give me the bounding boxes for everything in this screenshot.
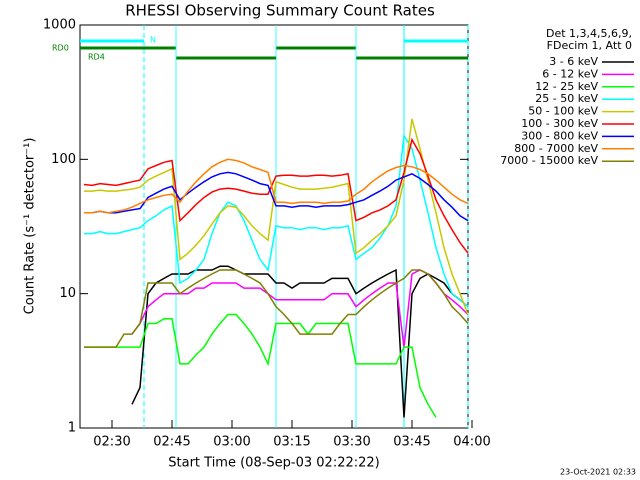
legend-title: Det 1,3,4,5,6,9,	[546, 27, 632, 40]
flag-label: RD4	[88, 53, 105, 62]
x-tick-label: 03:30	[333, 435, 370, 450]
y-tick-label: 100	[51, 152, 76, 167]
x-tick-label: 02:45	[153, 435, 190, 450]
flag-label: N	[150, 36, 156, 45]
series-line	[84, 269, 469, 348]
legend-label: 12 - 25 keV	[535, 80, 598, 93]
footer: 23-Oct-2021 02:33	[560, 468, 636, 477]
y-tick-label: 1000	[43, 18, 76, 33]
series-line	[131, 269, 469, 348]
legend-title: FDecim 1, Att 0	[547, 39, 632, 52]
legend-label: 100 - 300 keV	[521, 117, 598, 130]
legend-label: 25 - 50 keV	[535, 92, 598, 105]
legend-label: 800 - 7000 keV	[514, 142, 598, 155]
y-axis-label: Count Rate (s⁻¹ detector⁻¹)	[23, 138, 38, 315]
y-tick-label: 1	[68, 421, 76, 436]
x-tick-label: 03:00	[213, 435, 250, 450]
x-tick-label: 02:30	[93, 435, 130, 450]
series-line	[84, 118, 469, 315]
series-line	[131, 265, 469, 418]
legend-label: 3 - 6 keV	[549, 55, 598, 68]
legend-label: 50 - 100 keV	[528, 105, 598, 118]
series-line	[84, 158, 469, 214]
chart-title: RHESSI Observing Summary Count Rates	[125, 2, 435, 20]
legend-label: 6 - 12 keV	[542, 67, 598, 80]
x-axis-label: Start Time (08-Sep-03 02:22:22)	[168, 456, 379, 471]
plot-frame	[79, 24, 469, 429]
y-tick-label: 10	[59, 286, 76, 301]
flag-label: RD0	[52, 44, 69, 53]
series-line	[83, 137, 469, 254]
series-line	[84, 171, 469, 222]
legend-label: 7000 - 15000 keV	[500, 154, 598, 167]
x-tick-label: 03:15	[273, 435, 310, 450]
legend-label: 300 - 800 keV	[521, 129, 598, 142]
series-line	[84, 133, 469, 308]
series-line	[84, 313, 437, 418]
x-tick-label: 03:45	[393, 435, 430, 450]
x-tick-label: 04:00	[453, 435, 490, 450]
